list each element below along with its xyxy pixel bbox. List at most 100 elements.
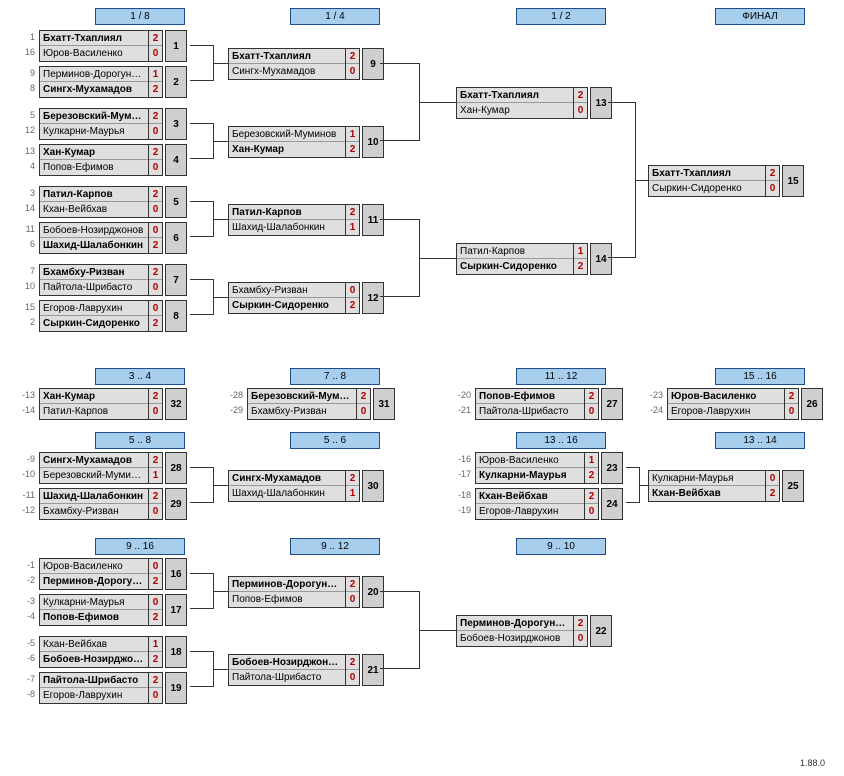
match-number: 24 — [601, 488, 623, 520]
seed: -19 — [456, 503, 474, 518]
score: 1 — [346, 220, 359, 235]
connector — [626, 467, 640, 503]
player: Бхамбху-Ризван — [229, 283, 345, 298]
match: -18-19Кхан-ВейбхавЕгоров-Лаврухин2024 — [456, 488, 623, 520]
stage-header: 5 .. 6 — [290, 432, 380, 449]
player: Березовский-Мумин… — [40, 109, 148, 124]
player: Шахид-Шалабонкин — [229, 220, 345, 235]
player: Бхамбху-Ризван — [40, 504, 148, 519]
player: Шахид-Шалабонкин — [40, 489, 148, 504]
seed: -7 — [20, 672, 38, 687]
connector — [420, 102, 456, 103]
stage-header: 1 / 2 — [516, 8, 606, 25]
match-number: 16 — [165, 558, 187, 590]
connector — [380, 63, 420, 141]
score: 0 — [574, 631, 587, 646]
score: 0 — [149, 280, 162, 295]
stage-header: 9 .. 12 — [290, 538, 380, 555]
score: 0 — [149, 202, 162, 217]
connector — [380, 219, 420, 297]
score: 2 — [149, 145, 162, 160]
score: 0 — [585, 404, 598, 419]
match: Березовский-МуминовХан-Кумар1210 — [228, 126, 384, 158]
match-number: 5 — [165, 186, 187, 218]
seed: 15 — [20, 300, 38, 315]
player: Березовский-Муминов — [229, 127, 345, 142]
match: Перминов-Дорогун…Попов-Ефимов2020 — [228, 576, 384, 608]
player: Попов-Ефимов — [40, 160, 148, 175]
seed: 3 — [20, 186, 38, 201]
score: 2 — [585, 489, 598, 504]
score: 2 — [346, 655, 359, 670]
match-number: 18 — [165, 636, 187, 668]
seed: -16 — [456, 452, 474, 467]
match-number: 27 — [601, 388, 623, 420]
player: Бхамбху-Ризван — [248, 404, 356, 419]
player: Егоров-Лаврухин — [40, 301, 148, 316]
match-number: 30 — [362, 470, 384, 502]
player: Попов-Ефимов — [40, 610, 148, 625]
connector — [214, 591, 228, 592]
seed: -9 — [20, 452, 38, 467]
seed: 14 — [20, 201, 38, 216]
seed: -21 — [456, 403, 474, 418]
seed: -2 — [20, 573, 38, 588]
seed: -20 — [456, 388, 474, 403]
player: Патил-Карпов — [229, 205, 345, 220]
player: Кулкарни-Маурья — [476, 468, 584, 483]
score: 0 — [766, 181, 779, 196]
score: 2 — [149, 82, 162, 97]
player: Бобоев-Нозирджонов — [457, 631, 573, 646]
player: Кхан-Вейбхав — [40, 637, 148, 652]
match: 134Хан-КумарПопов-Ефимов204 — [20, 144, 187, 176]
seed: 9 — [20, 66, 38, 81]
match-number: 7 — [165, 264, 187, 296]
match: -1-2Юров-ВасиленкоПерминов-Дорогун…0216 — [20, 558, 187, 590]
connector — [214, 141, 228, 142]
score: 0 — [149, 404, 162, 419]
connector — [420, 630, 456, 631]
player: Бобоев-Нозирджонов — [40, 223, 148, 238]
seed: -14 — [20, 403, 38, 418]
match: Бхамбху-РизванСыркин-Сидоренко0212 — [228, 282, 384, 314]
match: Патил-КарповШахид-Шалабонкин2111 — [228, 204, 384, 236]
stage-header: 13 .. 16 — [516, 432, 606, 449]
match-number: 23 — [601, 452, 623, 484]
match: -20-21Попов-ЕфимовПайтола-Шрибасто2027 — [456, 388, 623, 420]
stage-header: 9 .. 10 — [516, 538, 606, 555]
player: Юров-Василенко — [476, 453, 584, 468]
score: 2 — [149, 187, 162, 202]
seed: 12 — [20, 123, 38, 138]
connector — [190, 467, 214, 503]
score: 0 — [574, 103, 587, 118]
score: 2 — [149, 265, 162, 280]
player: Бобоев-Нозирджон… — [229, 655, 345, 670]
score: 2 — [149, 453, 162, 468]
score: 2 — [149, 238, 162, 253]
stage-header: ФИНАЛ — [715, 8, 805, 25]
player: Кулкарни-Маурья — [40, 595, 148, 610]
score: 2 — [149, 673, 162, 688]
match: 152Егоров-ЛаврухинСыркин-Сидоренко028 — [20, 300, 187, 332]
seed: -13 — [20, 388, 38, 403]
player: Сыркин-Сидоренко — [229, 298, 345, 313]
score: 0 — [346, 592, 359, 607]
player: Бхатт-Тхаплиял — [40, 31, 148, 46]
player: Пайтола-Шрибасто — [229, 670, 345, 685]
score: 2 — [346, 142, 359, 157]
connector — [640, 485, 648, 486]
player: Сингх-Мухамадов — [40, 82, 148, 97]
connector — [214, 219, 228, 220]
match-number: 2 — [165, 66, 187, 98]
seed: -18 — [456, 488, 474, 503]
connector — [214, 485, 228, 486]
player: Юров-Василенко — [40, 46, 148, 61]
player: Пайтола-Шрибасто — [40, 673, 148, 688]
match: Кулкарни-МаурьяКхан-Вейбхав0225 — [648, 470, 804, 502]
match: Патил-КарповСыркин-Сидоренко1214 — [456, 243, 612, 275]
stage-header: 15 .. 16 — [715, 368, 805, 385]
player: Сыркин-Сидоренко — [40, 316, 148, 331]
score: 0 — [149, 301, 162, 316]
stage-header: 11 .. 12 — [516, 368, 606, 385]
seed: 8 — [20, 81, 38, 96]
